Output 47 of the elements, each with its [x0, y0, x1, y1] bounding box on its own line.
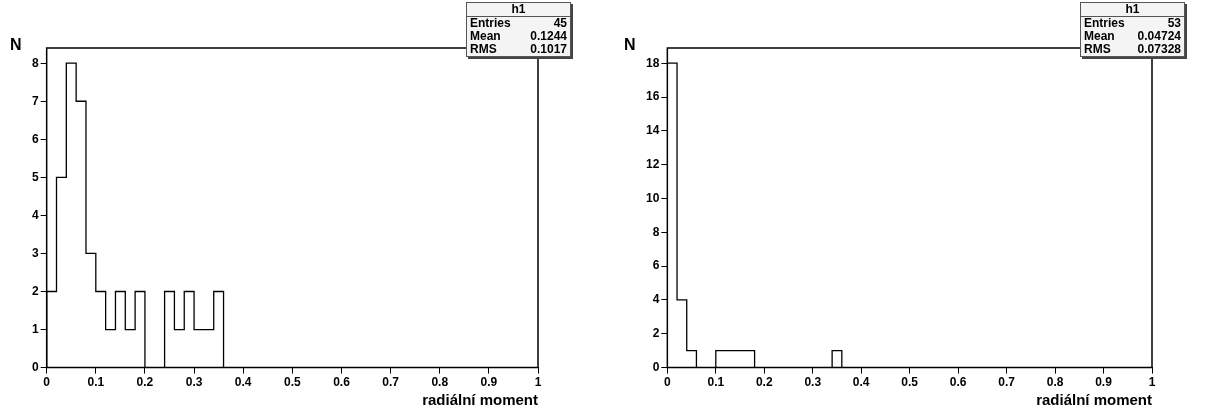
y-tick-label: 6 — [652, 258, 660, 273]
x-axis-title: radiální moment — [422, 391, 538, 409]
x-tick-label: 1 — [1148, 375, 1156, 390]
x-tick-label: 0.8 — [1046, 375, 1064, 390]
x-tick-label: 0.1 — [87, 375, 105, 390]
x-tick-label: 0.7 — [382, 375, 400, 390]
x-axis-title: radiální moment — [1036, 391, 1152, 409]
x-tick-label: 0.2 — [136, 375, 154, 390]
y-tick-label: 0 — [31, 359, 39, 374]
x-tick-label: 0 — [664, 375, 671, 390]
y-tick-label: 4 — [31, 207, 39, 222]
x-tick-label: 0.5 — [283, 375, 301, 390]
y-tick-label: 2 — [31, 283, 39, 298]
x-tick-label: 0.4 — [852, 375, 870, 390]
x-tick-label: 0.4 — [234, 375, 252, 390]
y-tick-label: 6 — [31, 131, 39, 146]
x-tick-label: 0.2 — [755, 375, 773, 390]
x-tick-label: 0.8 — [431, 375, 449, 390]
stats-box: h1 Entries 45 Mean 0.1244 RMS 0.1017 — [466, 2, 571, 57]
x-tick-label: 0.6 — [333, 375, 351, 390]
y-tick-label: 0 — [652, 359, 660, 374]
y-axis-title: N — [10, 36, 22, 54]
x-tick-label: 0.9 — [480, 375, 498, 390]
x-tick-label: 0.9 — [1095, 375, 1113, 390]
y-tick-label: 14 — [645, 123, 660, 138]
x-tick-label: 0.3 — [804, 375, 822, 390]
x-tick-label: 0.7 — [998, 375, 1016, 390]
stats-box: h1 Entries 53 Mean 0.04724 RMS 0.07328 — [1080, 2, 1185, 57]
x-tick-label: 1 — [534, 375, 542, 390]
y-tick-label: 2 — [652, 326, 660, 341]
y-tick-label: 18 — [645, 55, 660, 70]
y-tick-label: 8 — [652, 224, 660, 239]
y-tick-label: 3 — [31, 245, 39, 260]
x-tick-label: 0.3 — [185, 375, 203, 390]
y-tick-label: 16 — [645, 89, 660, 104]
y-tick-label: 12 — [645, 156, 660, 171]
y-axis-title: N — [624, 36, 636, 54]
x-tick-label: 0.1 — [707, 375, 725, 390]
x-tick-label: 0 — [43, 375, 51, 390]
x-tick-label: 0.6 — [949, 375, 967, 390]
x-tick-label: 0.5 — [901, 375, 919, 390]
y-tick-label: 8 — [31, 55, 39, 70]
y-tick-label: 10 — [645, 190, 660, 205]
y-tick-label: 4 — [652, 292, 660, 307]
y-tick-label: 5 — [31, 169, 39, 184]
y-tick-label: 1 — [31, 321, 39, 336]
y-tick-label: 7 — [31, 93, 39, 108]
